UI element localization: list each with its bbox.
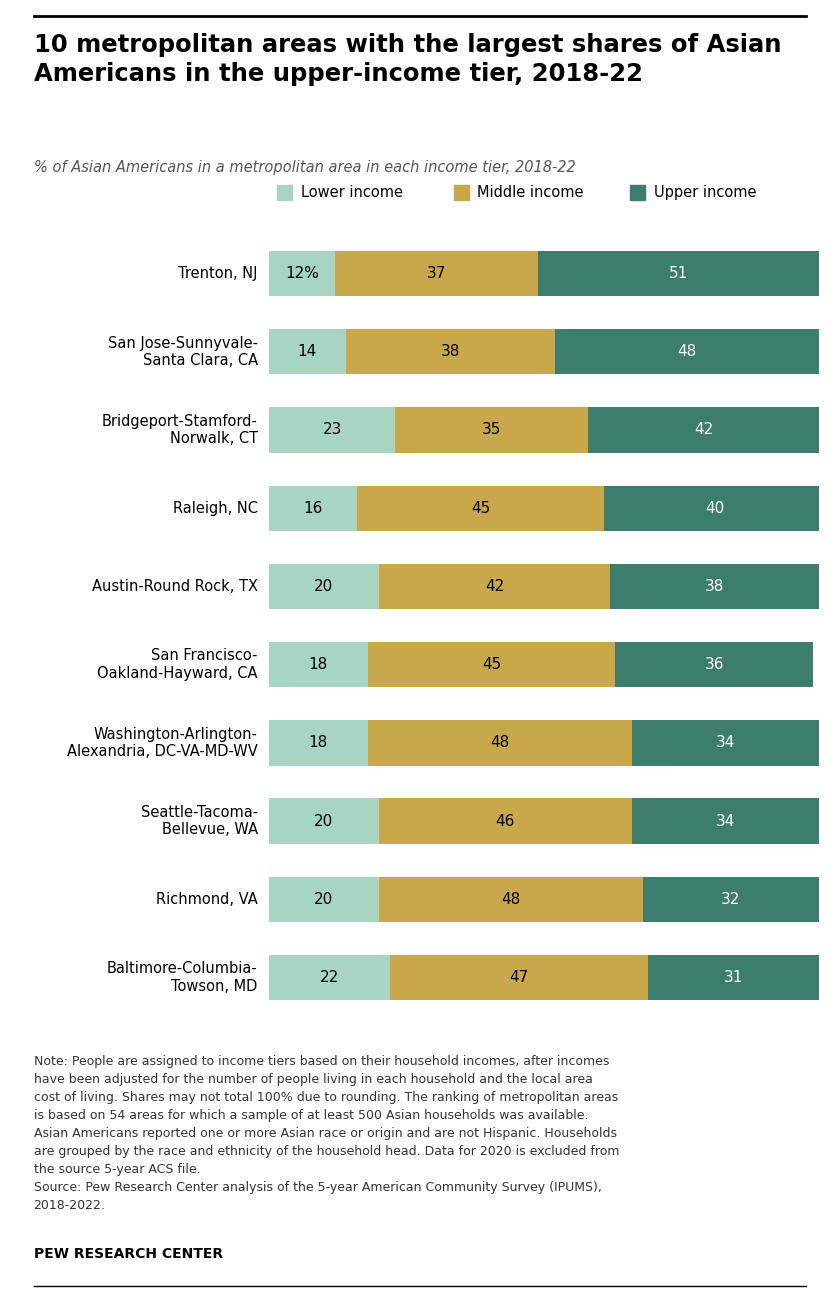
Text: 18: 18: [308, 658, 328, 672]
Bar: [605, 486, 825, 531]
Bar: [379, 876, 643, 922]
Text: 34: 34: [716, 814, 735, 828]
Bar: [588, 407, 819, 453]
Bar: [632, 721, 819, 765]
Text: 42: 42: [694, 423, 713, 438]
Bar: [610, 563, 819, 609]
Bar: [269, 642, 368, 688]
Text: 38: 38: [705, 579, 724, 593]
Bar: [346, 329, 555, 375]
Bar: [396, 407, 588, 453]
Bar: [538, 250, 819, 296]
Text: 45: 45: [471, 500, 491, 516]
Text: 14: 14: [297, 345, 317, 359]
Bar: [269, 955, 390, 1001]
Bar: [277, 185, 292, 200]
Text: 48: 48: [491, 735, 510, 751]
Bar: [390, 955, 648, 1001]
Bar: [269, 798, 379, 844]
Bar: [379, 563, 610, 609]
Text: 31: 31: [724, 969, 743, 985]
Text: 10 metropolitan areas with the largest shares of Asian
Americans in the upper-in: 10 metropolitan areas with the largest s…: [34, 33, 781, 85]
Bar: [269, 721, 368, 765]
Bar: [357, 486, 605, 531]
Bar: [630, 185, 645, 200]
Text: 45: 45: [482, 658, 501, 672]
Text: 12%: 12%: [285, 266, 318, 282]
Text: 20: 20: [314, 814, 333, 828]
Text: 23: 23: [323, 423, 342, 438]
Text: 40: 40: [705, 500, 724, 516]
Text: Upper income: Upper income: [654, 185, 756, 200]
Bar: [368, 721, 632, 765]
Text: 37: 37: [427, 266, 446, 282]
Text: Note: People are assigned to income tiers based on their household incomes, afte: Note: People are assigned to income tier…: [34, 1055, 619, 1212]
Text: 18: 18: [308, 735, 328, 751]
Text: 20: 20: [314, 892, 333, 907]
Bar: [269, 876, 379, 922]
Text: 32: 32: [722, 892, 741, 907]
Text: 48: 48: [677, 345, 696, 359]
Text: 20: 20: [314, 579, 333, 593]
Text: 22: 22: [320, 969, 339, 985]
Text: 16: 16: [303, 500, 323, 516]
Text: 47: 47: [510, 969, 528, 985]
Bar: [379, 798, 632, 844]
Bar: [269, 407, 396, 453]
Bar: [632, 798, 819, 844]
Text: 34: 34: [716, 735, 735, 751]
Text: 51: 51: [669, 266, 688, 282]
Bar: [648, 955, 819, 1001]
Bar: [643, 876, 819, 922]
Text: 38: 38: [441, 345, 460, 359]
Text: % of Asian Americans in a metropolitan area in each income tier, 2018-22: % of Asian Americans in a metropolitan a…: [34, 160, 575, 174]
Text: 35: 35: [482, 423, 501, 438]
Bar: [616, 642, 813, 688]
Bar: [269, 563, 379, 609]
Text: Lower income: Lower income: [301, 185, 402, 200]
Bar: [269, 250, 335, 296]
Text: Middle income: Middle income: [477, 185, 584, 200]
Text: 36: 36: [705, 658, 724, 672]
Text: 42: 42: [485, 579, 504, 593]
Bar: [335, 250, 538, 296]
Bar: [454, 185, 469, 200]
Text: PEW RESEARCH CENTER: PEW RESEARCH CENTER: [34, 1247, 223, 1262]
Bar: [555, 329, 819, 375]
Bar: [269, 486, 357, 531]
Bar: [269, 329, 346, 375]
Text: 46: 46: [496, 814, 515, 828]
Text: 48: 48: [501, 892, 521, 907]
Bar: [368, 642, 616, 688]
